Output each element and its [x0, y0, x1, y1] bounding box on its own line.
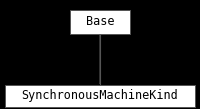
FancyBboxPatch shape [70, 10, 130, 34]
Text: SynchronousMachineKind: SynchronousMachineKind [22, 89, 178, 102]
FancyBboxPatch shape [5, 85, 195, 107]
Text: Base: Base [86, 15, 114, 28]
